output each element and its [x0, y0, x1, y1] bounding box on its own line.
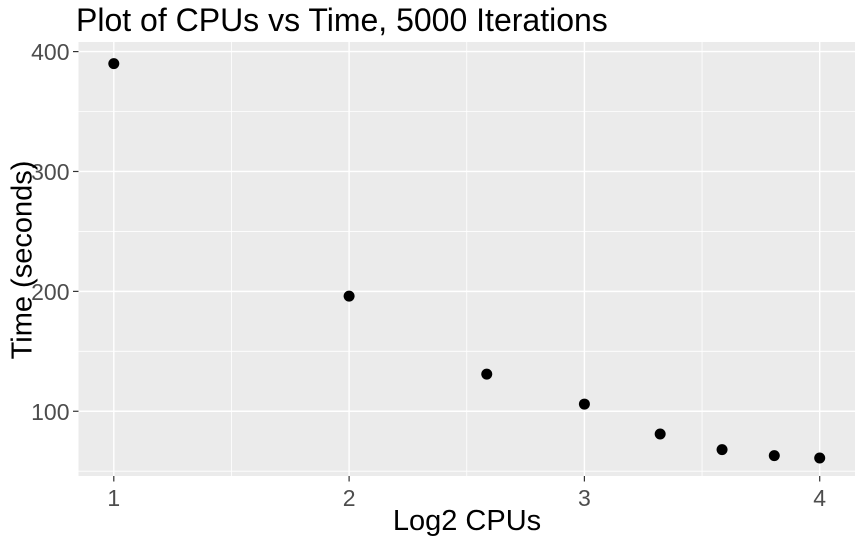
data-point: [481, 368, 493, 380]
data-point: [578, 398, 590, 410]
y-axis-title: Time (seconds): [6, 160, 39, 360]
y-tick-label: 200: [31, 279, 69, 305]
data-point: [654, 428, 666, 440]
x-tick-label: 1: [107, 485, 120, 511]
y-tick-label: 400: [31, 39, 69, 65]
y-tick-label: 100: [31, 399, 69, 425]
x-axis-title: Log2 CPUs: [392, 505, 542, 537]
y-tick-label: 300: [31, 159, 69, 185]
data-point: [716, 444, 728, 456]
x-tick-label: 3: [578, 485, 591, 511]
plot-title: Plot of CPUs vs Time, 5000 Iterations: [76, 2, 608, 38]
data-point: [108, 58, 120, 70]
data-point: [814, 452, 826, 464]
data-point: [768, 450, 780, 462]
data-point: [343, 290, 355, 302]
x-tick-label: 2: [343, 485, 356, 511]
x-tick-label: 4: [813, 485, 826, 511]
